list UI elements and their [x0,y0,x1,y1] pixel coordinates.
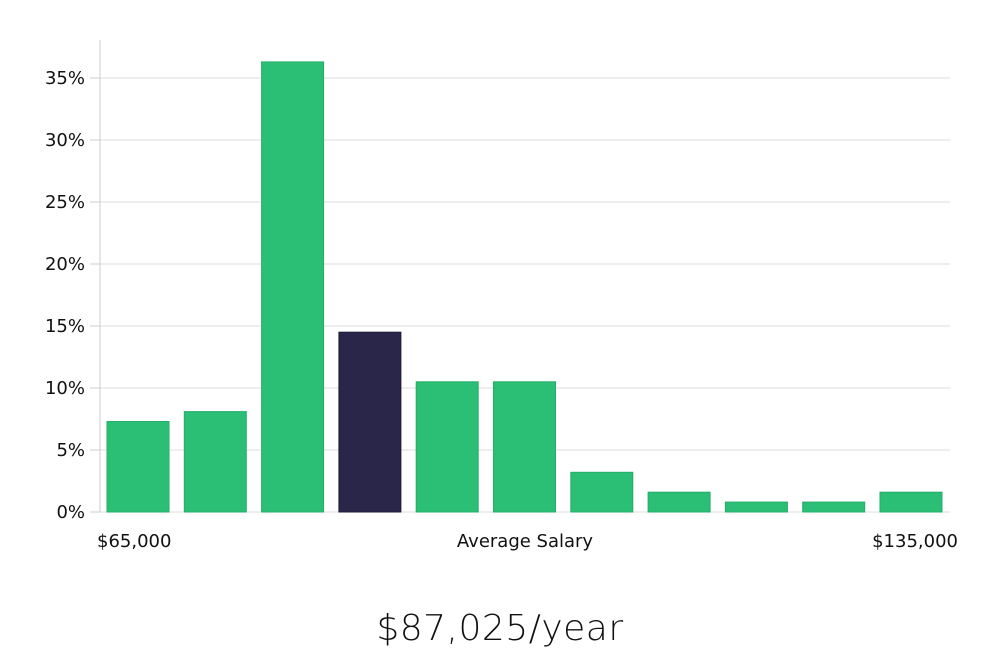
y-tick-label: 25% [45,192,85,213]
y-tick-label: 30% [45,130,85,151]
y-tick-label: 0% [56,502,85,523]
bar [724,501,788,513]
x-axis-title: Average Salary [457,531,594,552]
bar [261,61,325,513]
bar [106,421,170,513]
bar [493,381,556,513]
x-min-label: $65,000 [97,531,171,552]
y-tick-label: 20% [45,254,85,275]
bar [879,491,943,513]
bar [647,491,711,513]
y-tick-label: 35% [45,68,85,89]
bar [570,471,634,513]
bar [415,381,479,513]
y-tick-label: 10% [45,378,85,399]
bars [106,61,943,513]
bar [802,501,866,513]
bar-highlighted [338,331,402,513]
average-salary-value: $87,025/year [376,608,624,649]
y-axis-ticks: 0% 5% 10% 15% 20% 25% 30% 35% [45,68,100,523]
y-tick-label: 15% [45,316,85,337]
y-tick-label: 5% [56,440,85,461]
x-max-label: $135,000 [872,531,958,552]
salary-histogram: 0% 5% 10% 15% 20% 25% 30% 35% $65,000 Average S… [45,40,958,552]
bar [183,411,247,513]
